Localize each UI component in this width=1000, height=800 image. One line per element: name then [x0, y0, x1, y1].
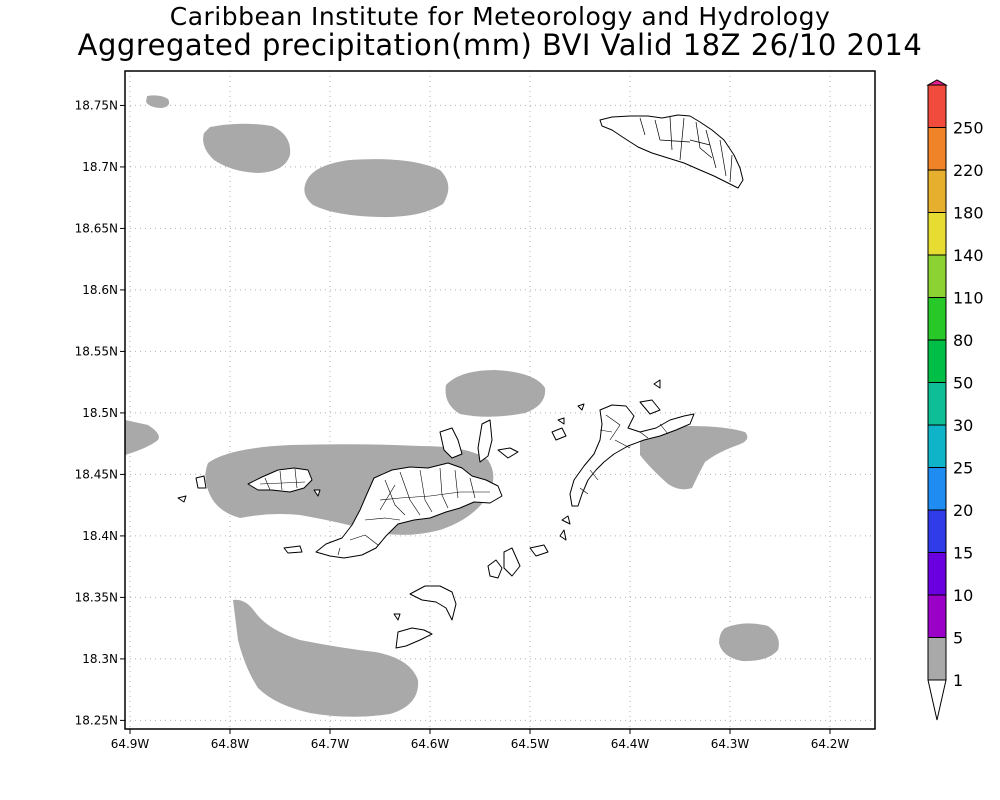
colorbar-segment	[927, 594, 947, 638]
island-small	[653, 379, 661, 389]
precip-area	[445, 370, 546, 417]
lat-tick-label: 18.45N	[75, 467, 118, 481]
colorbar-label: 10	[953, 586, 973, 605]
colorbar-label: 140	[953, 246, 984, 265]
map-border	[124, 70, 876, 730]
lat-tick-label: 18.35N	[75, 590, 118, 604]
island-small	[559, 529, 567, 541]
island-small	[639, 399, 661, 415]
colorbar-segment	[927, 254, 947, 298]
lat-tick-label: 18.4N	[82, 529, 118, 543]
lat-tick-label: 18.5N	[82, 406, 118, 420]
lat-tick-label: 18.65N	[75, 221, 118, 235]
island-small	[395, 627, 433, 649]
colorbar-segment	[927, 297, 947, 341]
island-west	[247, 467, 313, 493]
lon-tick-label: 64.4W	[611, 737, 650, 751]
island-small	[195, 475, 207, 489]
island-small	[557, 417, 565, 425]
colorbar-segment	[927, 637, 947, 681]
colorbar-label: 180	[953, 204, 984, 223]
colorbar-segment	[927, 339, 947, 383]
colorbar-label: 5	[953, 629, 963, 648]
island-small	[439, 427, 463, 459]
lat-tick-label: 18.75N	[75, 98, 118, 112]
latitude-axis: 18.75N 18.7N 18.65N 18.6N 18.55N 18.5N 18.45N 1…	[75, 98, 125, 727]
colorbar-segment	[927, 552, 947, 596]
colorbar-segment	[927, 424, 947, 468]
island-small	[529, 544, 549, 557]
colorbar-label: 30	[953, 416, 973, 435]
colorbar-label: 25	[953, 459, 973, 478]
precip-area	[233, 599, 419, 717]
lat-tick-label: 18.55N	[75, 344, 118, 358]
lat-tick-label: 18.3N	[82, 652, 118, 666]
lon-tick-label: 64.6W	[411, 737, 450, 751]
colorbar-segment	[927, 84, 947, 128]
colorbar-label: 1	[953, 671, 963, 690]
island-small	[487, 559, 503, 579]
island-small	[561, 515, 571, 525]
island-small	[313, 489, 321, 497]
colorbar-label: 110	[953, 289, 984, 308]
island-virgin-gorda	[569, 404, 695, 507]
colorbar-max-triangle	[926, 79, 948, 86]
island-small	[283, 545, 303, 554]
colorbar-label: 15	[953, 544, 973, 563]
island-small	[177, 495, 187, 503]
island-small	[477, 419, 493, 463]
lon-tick-label: 64.2W	[811, 737, 850, 751]
island-small	[497, 447, 519, 459]
colorbar-segment	[927, 169, 947, 213]
colorbar-label: 50	[953, 374, 973, 393]
colorbar-label: 250	[953, 119, 984, 138]
lon-tick-label: 64.7W	[311, 737, 350, 751]
precip-area	[146, 95, 170, 108]
precip-area	[125, 420, 159, 455]
islands	[177, 114, 744, 649]
colorbar-segment	[927, 127, 947, 171]
longitude-axis: 64.9W 64.8W 64.7W 64.6W 64.5W 64.4W 64.3W 64.2W	[111, 729, 850, 751]
island-small	[393, 613, 401, 621]
chart-title: Caribbean Institute for Meteorology and …	[169, 2, 831, 31]
lat-tick-label: 18.25N	[75, 713, 118, 727]
chart-subtitle: Aggregated precipitation(mm) BVI Valid 1…	[77, 28, 923, 62]
lon-tick-label: 64.3W	[711, 737, 750, 751]
island-small	[577, 403, 585, 411]
colorbar-label: 20	[953, 501, 973, 520]
island-anegada	[599, 114, 744, 189]
colorbar-label: 80	[953, 331, 973, 350]
precip-area	[640, 426, 748, 490]
lat-tick-label: 18.6N	[82, 283, 118, 297]
island-small	[503, 547, 521, 577]
island-tortola	[315, 462, 503, 559]
colorbar-segment	[927, 509, 947, 553]
lon-tick-label: 64.5W	[511, 737, 550, 751]
precip-area	[304, 159, 449, 218]
colorbar-segment	[927, 212, 947, 256]
lon-tick-label: 64.9W	[111, 737, 150, 751]
lon-tick-label: 64.8W	[211, 737, 250, 751]
colorbar-label: 220	[953, 161, 984, 180]
colorbar-min-triangle	[927, 679, 947, 721]
precip-area	[203, 123, 291, 173]
colorbar-segment	[927, 382, 947, 426]
island-small	[551, 427, 567, 441]
colorbar-segment	[927, 467, 947, 511]
precip-area	[719, 623, 779, 662]
lat-tick-label: 18.7N	[82, 160, 118, 174]
island-small	[409, 585, 457, 621]
